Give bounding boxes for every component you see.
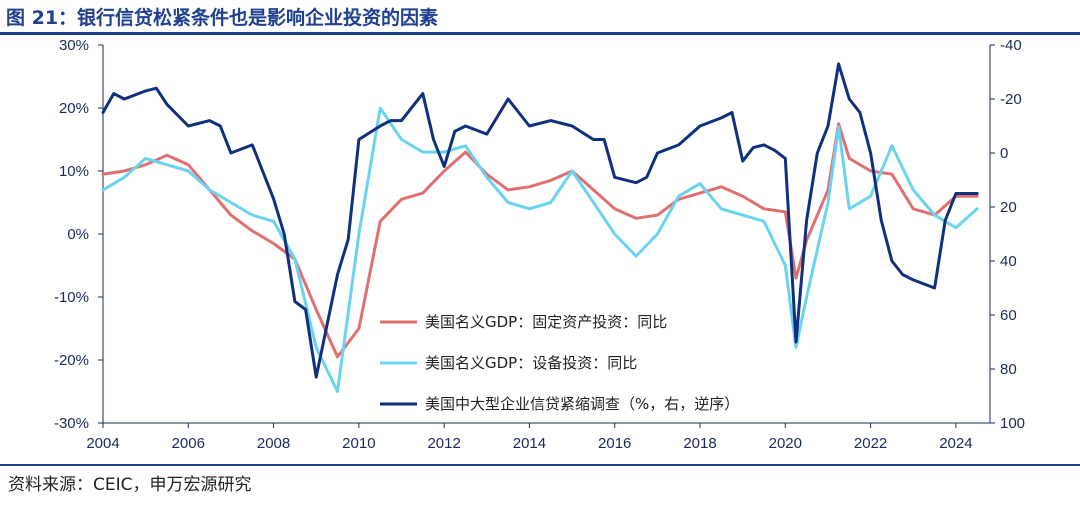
left-tick-label: -10%: [54, 289, 89, 306]
x-tick-label: 2014: [513, 435, 546, 452]
x-tick-label: 2018: [683, 435, 716, 452]
right-tick-label: 60: [1000, 307, 1017, 324]
left-tick-label: 30%: [59, 37, 89, 54]
right-tick-label: -40: [1000, 37, 1022, 54]
chart-legend: 美国名义GDP：固定资产投资：同比美国名义GDP：设备投资：同比美国中大型企业信…: [380, 313, 739, 413]
right-tick-label: 0: [1000, 145, 1008, 162]
left-tick-label: 10%: [59, 163, 89, 180]
source-note: 资料来源：CEIC，申万宏源研究: [8, 475, 252, 495]
x-tick-label: 2024: [939, 435, 972, 452]
legend-label-1: 美国名义GDP：固定资产投资：同比: [425, 313, 667, 331]
chart-series: [101, 62, 979, 393]
x-tick-label: 2022: [854, 435, 887, 452]
right-tick-label: -20: [1000, 91, 1022, 108]
left-tick-label: 20%: [59, 100, 89, 117]
legend-label-3: 美国中大型企业信贷紧缩调查（%，右，逆序）: [425, 395, 739, 413]
x-tick-label: 2004: [86, 435, 119, 452]
left-tick-label: -20%: [54, 352, 89, 369]
x-tick-label: 2006: [172, 435, 205, 452]
title-rule: [0, 32, 1080, 35]
chart-title: 图 21：银行信贷松紧条件也是影响企业投资的因素: [6, 7, 439, 29]
legend-label-2: 美国名义GDP：设备投资：同比: [425, 354, 637, 372]
x-tick-label: 2008: [257, 435, 290, 452]
left-tick-label: -30%: [54, 415, 89, 432]
right-tick-label: 40: [1000, 253, 1017, 270]
right-tick-label: 80: [1000, 361, 1017, 378]
footer-rule: [0, 464, 1080, 466]
left-tick-label: 0%: [67, 226, 89, 243]
chart: -30% -20% -10% 0% 10% 20% 30% -40 -20 0 20 40 60 80 10…: [54, 37, 1025, 452]
x-tick-label: 2020: [769, 435, 802, 452]
x-tick-label: 2010: [342, 435, 375, 452]
right-tick-label: 100: [1000, 415, 1025, 432]
right-tick-label: 20: [1000, 199, 1017, 216]
chart-axes: -30% -20% -10% 0% 10% 20% 30% -40 -20 0 20 40 60 80 10…: [54, 37, 1025, 452]
x-tick-label: 2012: [427, 435, 460, 452]
series-line-3: [101, 62, 979, 379]
series-line-2: [101, 106, 979, 393]
x-tick-label: 2016: [598, 435, 631, 452]
